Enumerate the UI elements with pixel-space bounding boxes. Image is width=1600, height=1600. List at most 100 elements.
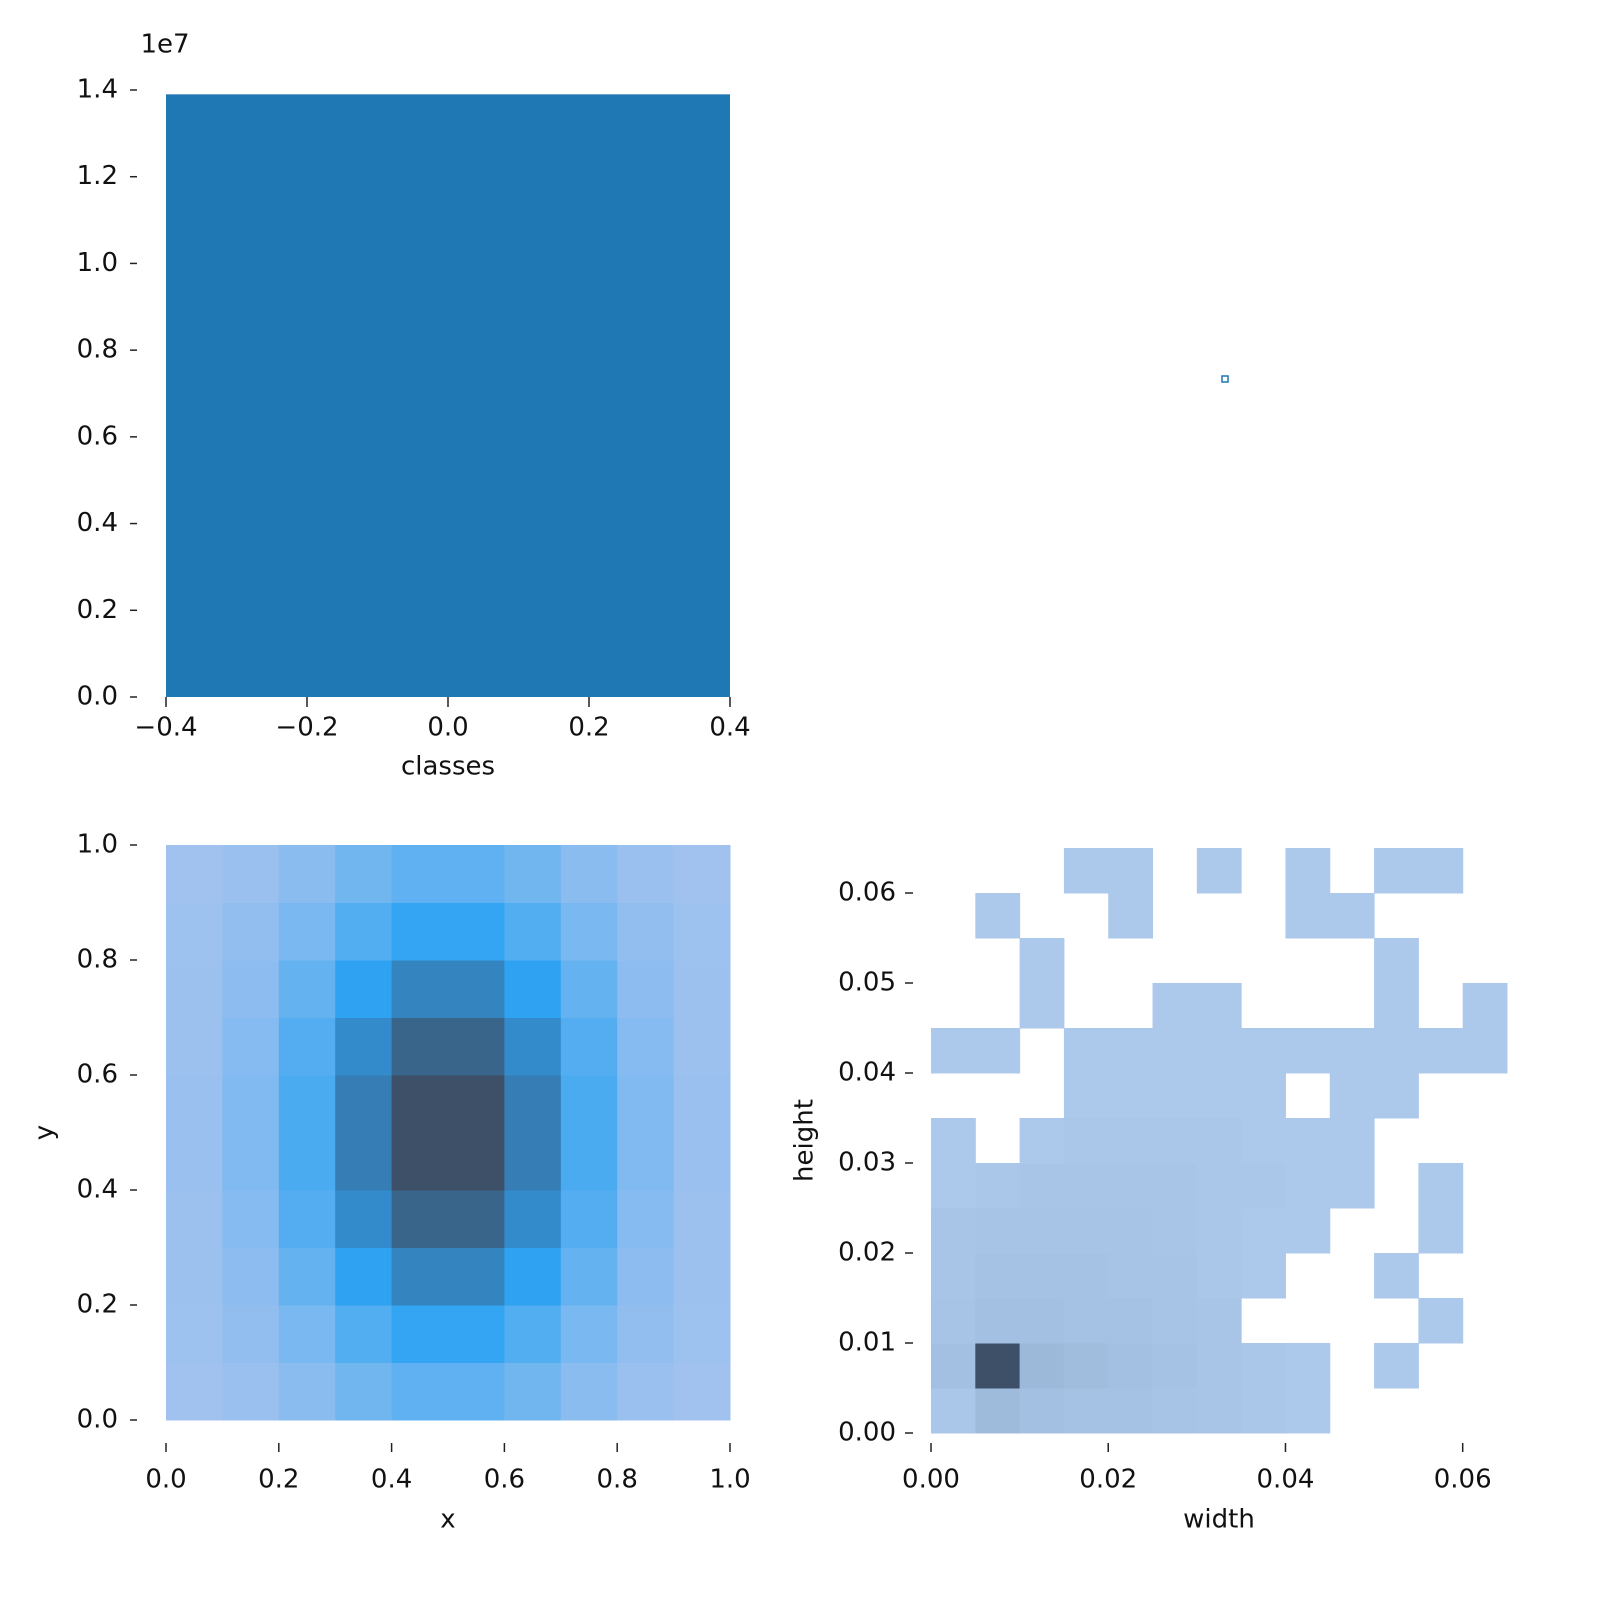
- hist-cell: [335, 1247, 393, 1306]
- hist-cell: [448, 960, 505, 1018]
- hist-cell: [560, 960, 618, 1018]
- hist-cell: [166, 1132, 223, 1191]
- hist-cell: [931, 1253, 976, 1299]
- hist-cell: [391, 845, 449, 903]
- hist-cell: [335, 902, 393, 961]
- hist-cell: [1019, 1253, 1065, 1299]
- hist-cell: [166, 1305, 223, 1363]
- hist-cell: [560, 1362, 618, 1421]
- hist-cell: [166, 902, 223, 961]
- hist-cell: [1374, 938, 1419, 984]
- hist-cell: [1329, 1118, 1375, 1164]
- hist-cell: [1196, 1253, 1242, 1299]
- x-tick-label: −0.4: [134, 713, 197, 743]
- y-tick-label: 0.02: [838, 1238, 896, 1268]
- hist-cell: [1418, 1028, 1464, 1074]
- hist-cell: [975, 1343, 1021, 1389]
- hist-cell: [1152, 1253, 1198, 1299]
- hist-cell: [448, 902, 505, 961]
- y-tick-label: 0.2: [77, 595, 118, 625]
- y-tick-label: 0.6: [77, 421, 118, 451]
- hist-cell: [166, 845, 223, 903]
- hist-cell: [504, 1075, 562, 1133]
- hist-cell: [1063, 1388, 1109, 1434]
- hist-cell: [1108, 848, 1154, 894]
- x-tick-label: 0.2: [258, 1465, 299, 1495]
- y-tick-label: 0.01: [838, 1328, 896, 1358]
- y-tick-label: 1.0: [77, 830, 118, 860]
- x-tick-label: 1.0: [709, 1465, 750, 1495]
- hist-cell: [1152, 1388, 1198, 1434]
- hist-cell: [1063, 1028, 1109, 1074]
- y-offset-label: 1e7: [140, 30, 189, 60]
- hist-cell: [931, 1298, 976, 1344]
- hist-cell: [1019, 1298, 1065, 1344]
- hist-cell: [673, 1247, 731, 1306]
- y-axis-label: height: [790, 1099, 820, 1182]
- hist-cell: [1019, 1343, 1065, 1389]
- hist-cell: [1019, 1208, 1065, 1254]
- hist-cell: [1019, 1163, 1065, 1209]
- y-tick-label: 1.0: [77, 248, 118, 278]
- hist-cell: [1019, 1118, 1065, 1164]
- hist-cell: [278, 1190, 336, 1248]
- hist-cell: [1285, 893, 1331, 939]
- hist-cell: [391, 1132, 449, 1191]
- hist-cell: [1374, 1073, 1419, 1119]
- y-tick-label: 0.06: [838, 878, 896, 908]
- hist-cell: [1462, 983, 1508, 1029]
- hist-cell: [448, 1247, 505, 1306]
- hist-cell: [222, 1190, 280, 1248]
- hist-cell: [1241, 1028, 1286, 1074]
- hist-cell: [1152, 1073, 1198, 1119]
- hist-cell: [931, 1208, 976, 1254]
- y-tick-label: 0.0: [77, 1405, 118, 1435]
- hist-cell: [335, 845, 393, 903]
- hist-cell: [1152, 1028, 1198, 1074]
- hist-cell: [617, 845, 675, 903]
- hist-cell: [504, 1132, 562, 1191]
- hist-cell: [278, 960, 336, 1018]
- hist-cell: [1063, 1343, 1109, 1389]
- hist-cell: [391, 902, 449, 961]
- hist-cell: [504, 902, 562, 961]
- hist-cell: [560, 902, 618, 961]
- hist-cell: [1196, 1163, 1242, 1209]
- hist-cell: [1418, 1208, 1464, 1254]
- hist-cell: [1374, 848, 1419, 894]
- hist-cell: [222, 1017, 280, 1076]
- y-tick-label: 0.2: [77, 1290, 118, 1320]
- hist-cell: [617, 1247, 675, 1306]
- hist-cell: [504, 1247, 562, 1306]
- hist-cell: [975, 1208, 1021, 1254]
- hist-cell: [1108, 1388, 1154, 1434]
- hist-cell: [1152, 983, 1198, 1029]
- hist-cell: [278, 1247, 336, 1306]
- hist-cell: [1196, 1298, 1242, 1344]
- y-tick-label: 0.03: [838, 1148, 896, 1178]
- hist-cell: [1019, 1388, 1065, 1434]
- hist-cell: [1108, 1028, 1154, 1074]
- hist-cell: [335, 1362, 393, 1421]
- hist-cell: [1063, 1208, 1109, 1254]
- hist-cell: [617, 902, 675, 961]
- hist-cell: [975, 1298, 1021, 1344]
- hist-cell: [560, 1075, 618, 1133]
- hist-cell: [1108, 1073, 1154, 1119]
- hist-cell: [1374, 1343, 1419, 1389]
- x-tick-label: 0.4: [371, 1465, 412, 1495]
- x-axis-label: width: [1183, 1505, 1255, 1535]
- hist-cell: [1241, 1073, 1286, 1119]
- hist-cell: [975, 1388, 1021, 1434]
- hist-cell: [504, 960, 562, 1018]
- y-tick-label: 0.05: [838, 968, 896, 998]
- hist-cell: [1285, 1388, 1331, 1434]
- hist-cell: [1108, 1163, 1154, 1209]
- hist-cell: [1329, 1073, 1375, 1119]
- hist-cell: [1196, 1028, 1242, 1074]
- hist-cell: [335, 1017, 393, 1076]
- hist-cell: [617, 960, 675, 1018]
- hist-cell: [166, 960, 223, 1018]
- hist-cell: [1196, 983, 1242, 1029]
- hist-cell: [391, 1017, 449, 1076]
